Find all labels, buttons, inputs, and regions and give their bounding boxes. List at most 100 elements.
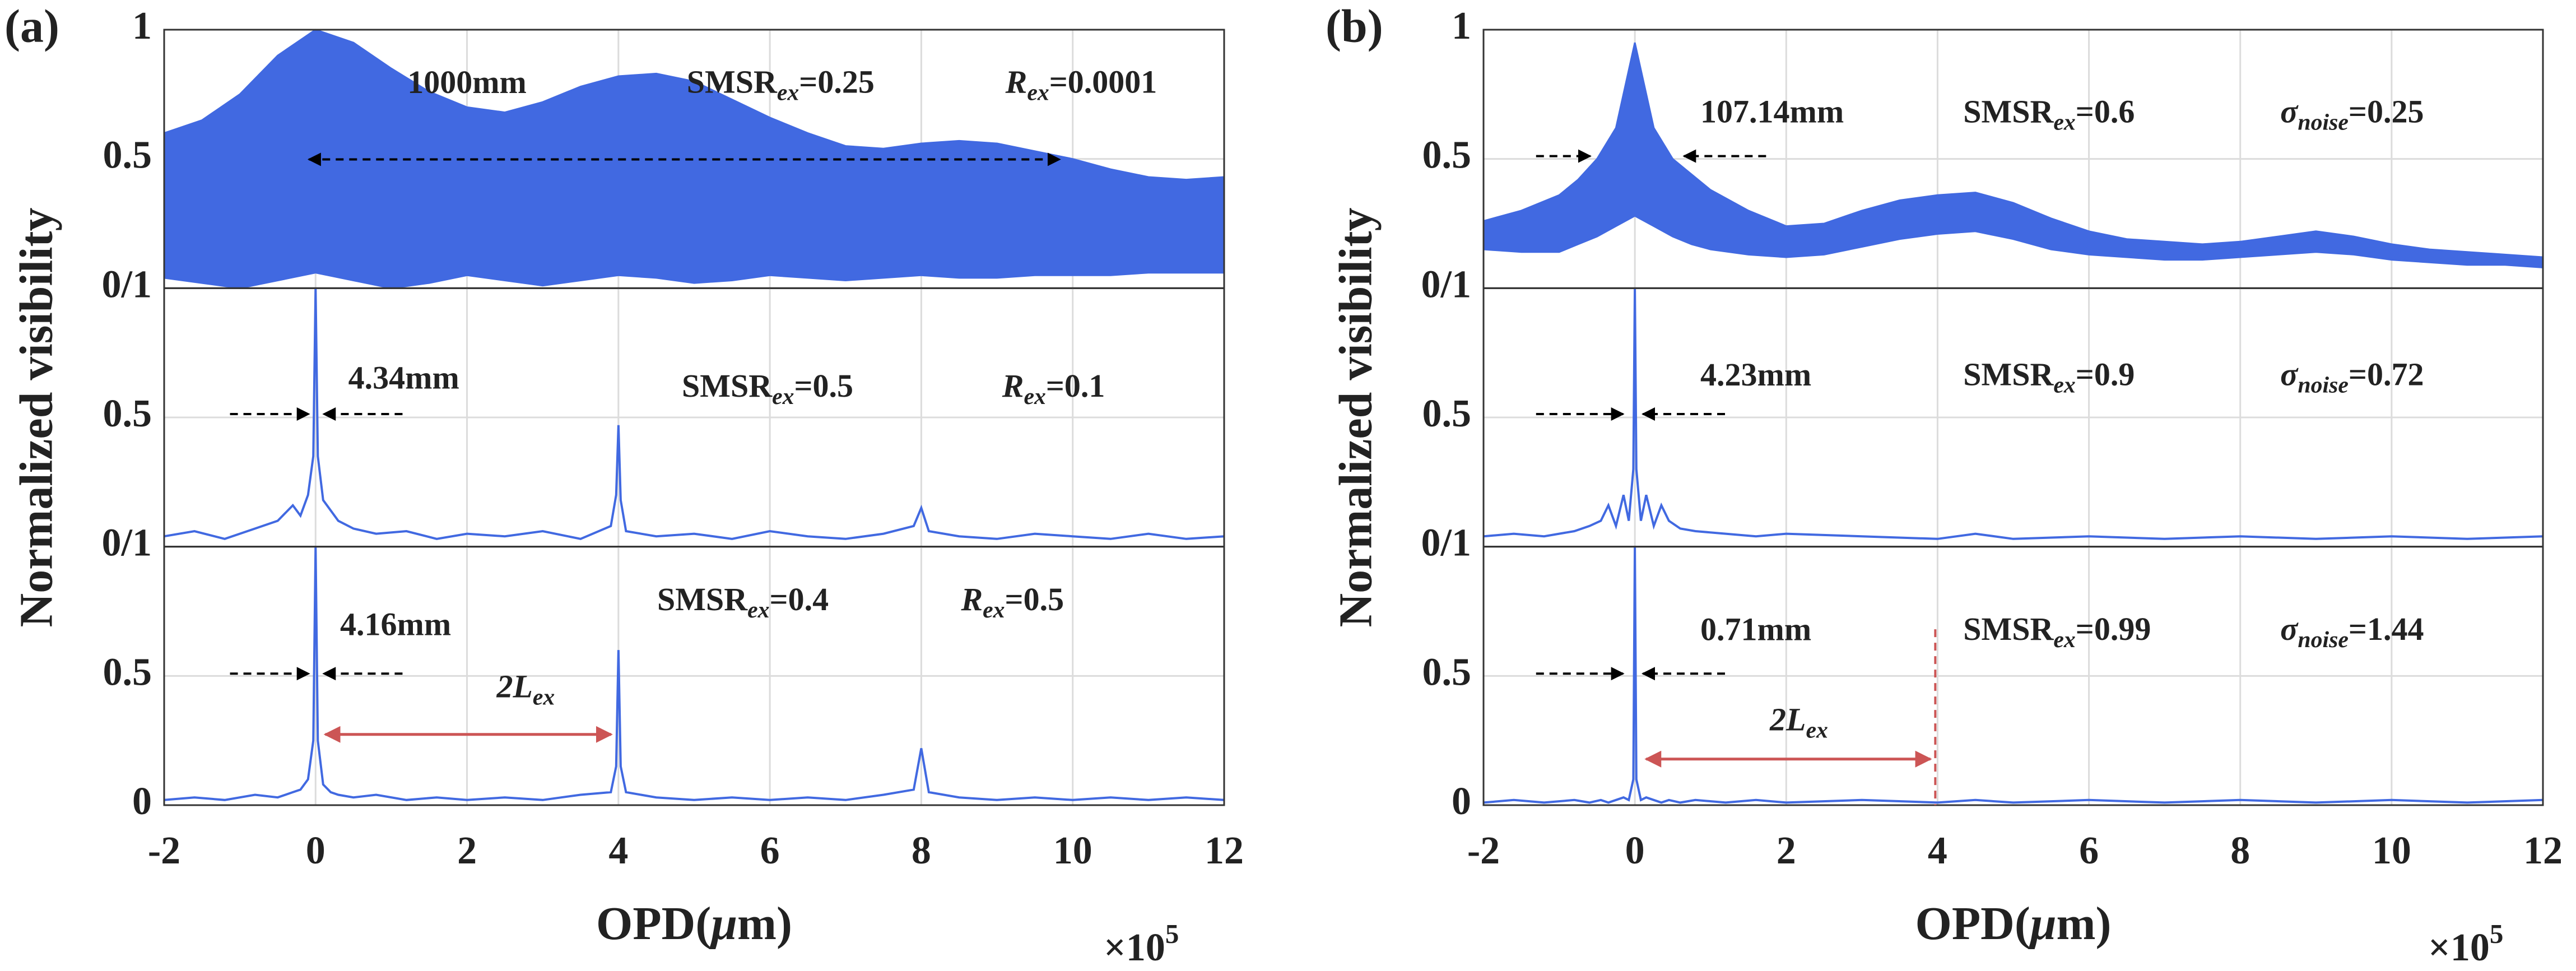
x-tick-label: 10 bbox=[1053, 829, 1092, 872]
x-tick-label: 0 bbox=[306, 829, 326, 872]
axes-frame bbox=[163, 546, 1225, 806]
y-axis-label: Normalized visibility bbox=[10, 208, 62, 628]
signal-line bbox=[1483, 546, 2544, 804]
span-label: 2Lex bbox=[496, 668, 555, 710]
y-tick-label: 0/1 bbox=[1421, 522, 1471, 565]
x-axis-label-part: m) bbox=[737, 898, 792, 950]
panel-label: (a) bbox=[4, 0, 59, 52]
y-tick-label: 0.5 bbox=[1422, 651, 1472, 694]
y-tick-label: 1 bbox=[1452, 4, 1471, 48]
x-multiplier: ×105 bbox=[2428, 918, 2503, 969]
smsr-label-part: =0.9 bbox=[2076, 356, 2135, 393]
x-tick-label: 4 bbox=[608, 829, 628, 872]
x-axis-label: OPD(μm) bbox=[596, 898, 792, 950]
param-label-part: R bbox=[960, 582, 983, 618]
x-tick-label: 12 bbox=[1205, 829, 1244, 872]
signal-line bbox=[164, 546, 1225, 801]
smsr-label-part: SMSR bbox=[657, 582, 748, 618]
x-axis-label-part: μ bbox=[709, 898, 737, 950]
smsr-label-part: ex bbox=[777, 80, 799, 105]
smsr-label: SMSRex=0.9 bbox=[1963, 356, 2135, 398]
param-label: Rex=0.0001 bbox=[1005, 64, 1157, 105]
param-label-part: =0.72 bbox=[2349, 356, 2424, 393]
smsr-label-part: ex bbox=[2053, 109, 2075, 135]
y-tick-label: 0/1 bbox=[102, 522, 152, 565]
x-tick-label: 2 bbox=[457, 829, 477, 872]
smsr-label-part: ex bbox=[2053, 627, 2075, 653]
smsr-label-part: =0.25 bbox=[799, 64, 875, 100]
smsr-label: SMSRex=0.4 bbox=[657, 582, 829, 623]
param-label-part: =0.0001 bbox=[1049, 64, 1157, 100]
param-label-part: ex bbox=[983, 597, 1005, 623]
y-tick-label: 1 bbox=[132, 4, 152, 48]
smsr-label-part: ex bbox=[772, 384, 794, 410]
param-label-part: ex bbox=[1027, 80, 1049, 105]
axes-frame bbox=[1482, 546, 2544, 806]
param-label-part: R bbox=[1005, 64, 1027, 100]
width-label: 0.71mm bbox=[1700, 611, 1811, 647]
panel-label: (b) bbox=[1326, 0, 1383, 52]
signal-line bbox=[164, 288, 1225, 540]
width-label: 107.14mm bbox=[1700, 94, 1844, 130]
x-multiplier: ×105 bbox=[1104, 918, 1179, 969]
x-tick-label: 10 bbox=[2372, 829, 2411, 872]
y-tick-label: 0.5 bbox=[1422, 134, 1472, 177]
x-tick-label: 8 bbox=[2230, 829, 2250, 872]
y-tick-label: 0.5 bbox=[1422, 392, 1472, 435]
y-tick-label: 0/1 bbox=[102, 263, 152, 306]
y-axis-label: Normalized visibility bbox=[1329, 208, 1382, 628]
smsr-label: SMSRex=0.5 bbox=[682, 368, 853, 409]
smsr-label-part: SMSR bbox=[682, 368, 773, 404]
smsr-label-part: =0.6 bbox=[2076, 94, 2135, 130]
x-multiplier-part: ×10 bbox=[2428, 926, 2490, 969]
smsr-label: SMSRex=0.6 bbox=[1963, 94, 2135, 135]
smsr-label: SMSRex=0.25 bbox=[687, 64, 875, 105]
width-label: 4.34mm bbox=[348, 360, 459, 396]
smsr-label-part: SMSR bbox=[1963, 356, 2054, 393]
param-label-part: ex bbox=[1024, 384, 1045, 410]
x-multiplier-part: 5 bbox=[2490, 918, 2504, 949]
signal-line bbox=[1483, 288, 2544, 540]
smsr-label-part: SMSR bbox=[1963, 94, 2054, 130]
param-label-part: noise bbox=[2298, 372, 2348, 398]
x-axis-label: OPD(μm) bbox=[1915, 898, 2112, 950]
param-label-part: σ bbox=[2280, 356, 2299, 393]
width-label: 4.23mm bbox=[1700, 356, 1811, 393]
param-label-part: σ bbox=[2280, 611, 2299, 647]
param-label: Rex=0.5 bbox=[960, 582, 1064, 623]
smsr-label-part: SMSR bbox=[1963, 611, 2054, 647]
x-multiplier-part: ×10 bbox=[1104, 926, 1165, 969]
x-axis-label-part: OPD( bbox=[596, 898, 711, 950]
span-label-part: 2L bbox=[496, 668, 532, 705]
width-label: 1000mm bbox=[407, 64, 527, 100]
x-multiplier-part: 5 bbox=[1165, 918, 1179, 949]
param-label-part: =0.25 bbox=[2349, 94, 2424, 130]
y-tick-label: 0 bbox=[132, 780, 152, 823]
x-tick-label: 4 bbox=[1928, 829, 1947, 872]
x-tick-label: 0 bbox=[1625, 829, 1645, 872]
width-label: 4.16mm bbox=[340, 606, 451, 642]
param-label-part: =0.5 bbox=[1005, 582, 1064, 618]
span-label-part: ex bbox=[1806, 717, 1828, 743]
signal-band bbox=[1482, 42, 2544, 269]
param-label: σnoise=0.25 bbox=[2280, 94, 2424, 135]
param-label-part: =1.44 bbox=[2349, 611, 2424, 647]
smsr-label-part: =0.5 bbox=[794, 368, 854, 404]
param-label: σnoise=0.72 bbox=[2280, 356, 2424, 398]
param-label-part: noise bbox=[2298, 627, 2348, 653]
param-label-part: =0.1 bbox=[1046, 368, 1105, 404]
x-tick-label: 8 bbox=[912, 829, 931, 872]
smsr-label: SMSRex=0.99 bbox=[1963, 611, 2151, 652]
span-label-part: ex bbox=[533, 684, 555, 710]
param-label-part: σ bbox=[2280, 94, 2299, 130]
smsr-label-part: ex bbox=[2053, 372, 2075, 398]
y-tick-label: 0.5 bbox=[103, 651, 152, 694]
y-tick-label: 0.5 bbox=[103, 134, 152, 177]
smsr-label-part: ex bbox=[747, 597, 769, 623]
x-axis-label-part: OPD( bbox=[1915, 898, 2030, 950]
x-tick-label: 12 bbox=[2523, 829, 2563, 872]
x-axis-label-part: μ bbox=[2028, 898, 2057, 950]
x-tick-label: 6 bbox=[2079, 829, 2099, 872]
